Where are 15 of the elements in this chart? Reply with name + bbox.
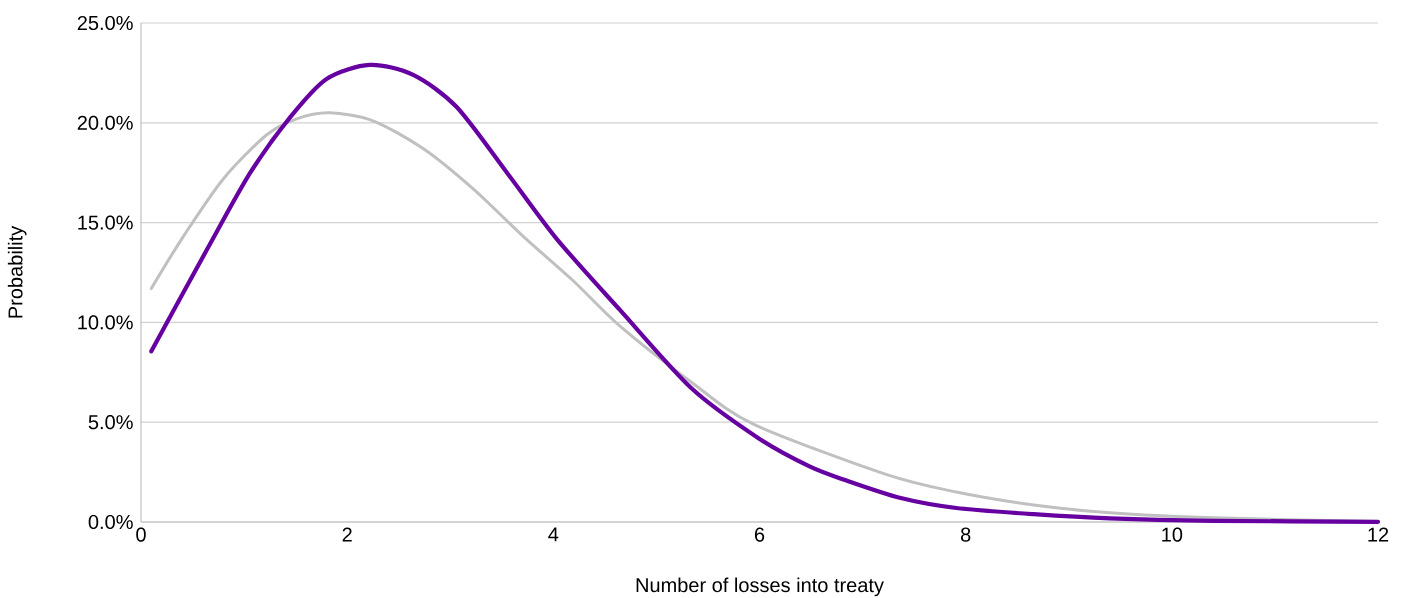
x-tick-label: 4 (548, 527, 559, 542)
x-tick-label: 2 (342, 527, 352, 542)
x-tick-label: 10 (1162, 527, 1183, 542)
x-tick-label: 8 (960, 527, 971, 542)
y-tick-label: 10.0% (78, 315, 133, 330)
y-tick-label: 0.0% (88, 514, 133, 530)
y-tick-label: 15.0% (78, 215, 133, 230)
x-tick-label: 6 (754, 527, 765, 542)
x-tick-label: 12 (1368, 527, 1389, 542)
y-tick-label: 25.0% (77, 15, 133, 31)
y-tick-label: 20.0% (77, 115, 133, 130)
x-axis-title: Number of losses into treaty (636, 577, 884, 597)
y-tick-label: 5.0% (88, 415, 133, 430)
y-axis-title: Probability (7, 225, 27, 318)
x-tick-label: 0 (136, 527, 146, 542)
